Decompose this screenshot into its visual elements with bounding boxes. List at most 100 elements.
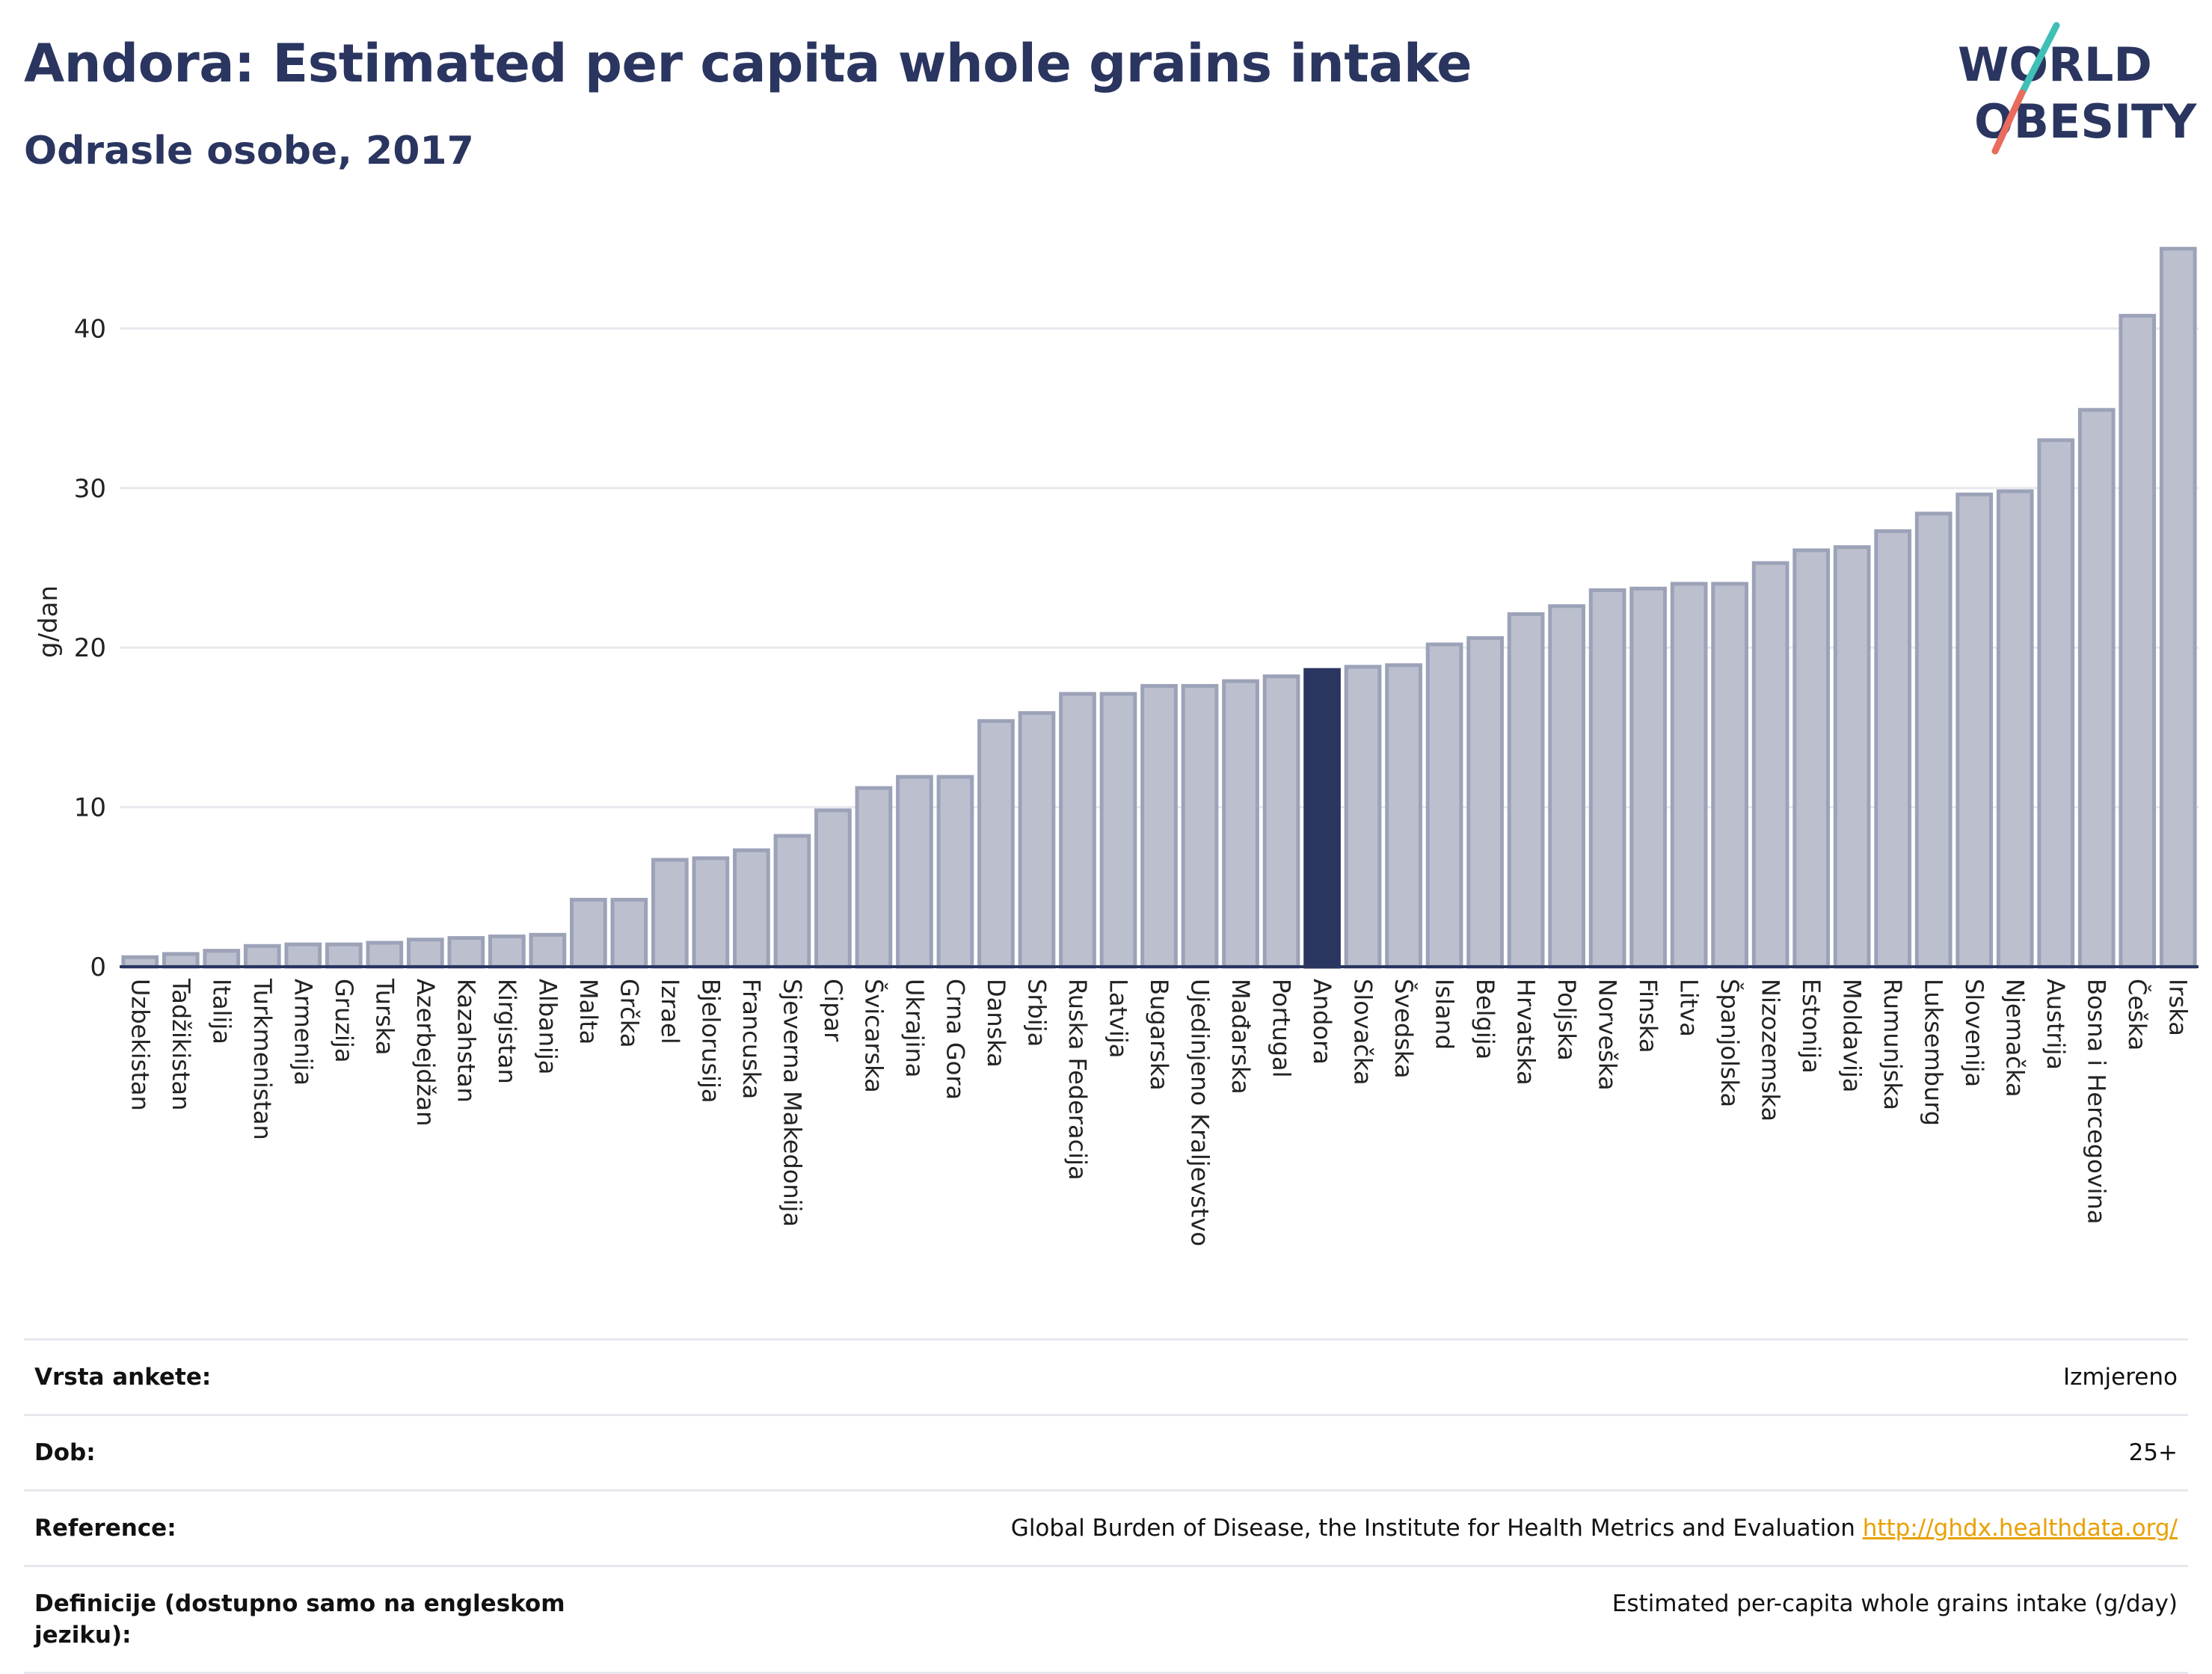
bar-poljska[interactable]	[1548, 604, 1585, 969]
bar-mađarska[interactable]	[1222, 679, 1259, 969]
logo-teal-stroke	[2018, 22, 2060, 96]
x-tick-label: Italija	[207, 979, 236, 1044]
bar-azerbejdžan[interactable]	[406, 938, 444, 969]
bar-španjolska[interactable]	[1711, 582, 1748, 969]
bar-gruzija[interactable]	[325, 942, 363, 969]
bar-malta[interactable]	[570, 897, 607, 969]
y-tick-label: 0	[90, 953, 106, 982]
x-tick-label: Bosna i Hercegovina	[2083, 979, 2111, 1224]
bar-slovenija[interactable]	[1956, 492, 1994, 969]
x-tick-label: Uzbekistan	[126, 979, 154, 1111]
x-tick-label: Hrvatska	[1512, 979, 1540, 1086]
page-title: Andora: Estimated per capita whole grain…	[24, 33, 1472, 94]
bar-nizozemska[interactable]	[1751, 561, 1789, 969]
bar-francuska[interactable]	[733, 848, 770, 969]
x-tick-label: Armenija	[289, 979, 317, 1086]
bar-latvija[interactable]	[1099, 692, 1137, 969]
bar-rumunjska[interactable]	[1874, 529, 1912, 969]
x-tick-label: Grčka	[615, 979, 643, 1047]
x-tick-label: Kirgistan	[493, 979, 521, 1084]
x-tick-label: Nizozemska	[1757, 979, 1785, 1121]
reference-text: Global Burden of Disease, the Institute …	[1010, 1515, 1855, 1542]
bar-slovačka[interactable]	[1344, 665, 1382, 969]
bar-hrvatska[interactable]	[1507, 612, 1545, 969]
bar-turkmenistan[interactable]	[243, 944, 281, 969]
survey-value: Izmjereno	[2062, 1364, 2178, 1391]
bar-njemačka[interactable]	[1996, 489, 2034, 969]
x-tick-label: Ruska Federacija	[1063, 979, 1092, 1181]
bar-finska[interactable]	[1629, 586, 1667, 969]
bar-italija[interactable]	[203, 949, 241, 969]
x-tick-label: Srbija	[1022, 979, 1051, 1047]
bar-sjeverna-makedonija[interactable]	[773, 834, 811, 969]
logo-line1: WORLD	[1958, 37, 2152, 92]
bar-bjelorusija[interactable]	[692, 856, 730, 969]
x-tick-label: Norveška	[1594, 979, 1622, 1091]
x-tick-label: Moldavija	[1838, 979, 1867, 1092]
bar-švicarska[interactable]	[855, 786, 893, 969]
bar-andora[interactable]	[1303, 668, 1341, 969]
bar-estonija[interactable]	[1792, 548, 1831, 969]
x-tick-label: Ujedinjeno Kraljevstvo	[1186, 979, 1214, 1246]
x-tick-label: Turska	[370, 978, 399, 1055]
x-tick-label: Švicarska	[859, 979, 888, 1093]
bar-turska[interactable]	[366, 941, 404, 969]
y-tick-label: 10	[74, 793, 106, 823]
x-tick-label: Crna Gora	[941, 979, 969, 1100]
bar-austrija[interactable]	[2037, 438, 2075, 969]
x-tick-label: Malta	[574, 979, 603, 1044]
info-row-definition: Definicije (dostupno samo na engleskom j…	[24, 1565, 2188, 1674]
bar-litva[interactable]	[1670, 582, 1708, 969]
x-tick-label: Poljska	[1552, 979, 1581, 1061]
x-tick-label: Bjelorusija	[696, 979, 725, 1104]
bar-ujedinjeno-kraljevstvo[interactable]	[1181, 683, 1219, 969]
y-tick-label: 20	[74, 633, 106, 663]
x-tick-label: Gruzija	[330, 979, 358, 1062]
bar-irska[interactable]	[2159, 247, 2197, 969]
x-tick-label: Azerbejdžan	[411, 979, 440, 1126]
bar-grčka[interactable]	[610, 897, 648, 969]
info-row-reference: Reference: Global Burden of Disease, the…	[24, 1489, 2188, 1565]
reference-link[interactable]: http://ghdx.healthdata.org/	[1862, 1515, 2178, 1542]
bar-švedska[interactable]	[1385, 663, 1422, 969]
x-tick-label: Mađarska	[1226, 979, 1255, 1095]
bar-norveška[interactable]	[1588, 588, 1626, 969]
info-table: Vrsta ankete: Izmjereno Dob: 25+ Referen…	[24, 1338, 2188, 1674]
x-tick-label: Danska	[982, 979, 1010, 1068]
x-tick-label: Rumunjska	[1878, 979, 1907, 1110]
bar-luksemburg[interactable]	[1914, 511, 1953, 969]
bar-cipar[interactable]	[814, 808, 852, 969]
x-tick-label: Latvija	[1104, 979, 1132, 1058]
bar-kazahstan[interactable]	[447, 936, 485, 969]
x-tick-label: Island	[1431, 979, 1459, 1050]
x-tick-label: Francuska	[737, 979, 766, 1099]
world-obesity-logo: WORLD OBESITY	[1958, 22, 2197, 155]
bar-island[interactable]	[1425, 642, 1463, 969]
bar-portugal[interactable]	[1262, 674, 1300, 969]
bar-albanija[interactable]	[529, 932, 567, 969]
bar-ruska-federacija[interactable]	[1059, 692, 1096, 969]
bar-ukrajina[interactable]	[896, 775, 933, 969]
bar-češka[interactable]	[2119, 313, 2157, 969]
bar-danska[interactable]	[977, 718, 1015, 969]
x-tick-label: Litva	[1675, 979, 1703, 1037]
bar-kirgistan[interactable]	[488, 934, 526, 969]
x-tick-label: Austrija	[2042, 979, 2070, 1070]
bar-crna-gora[interactable]	[936, 775, 974, 969]
bar-srbija[interactable]	[1018, 711, 1056, 969]
x-tick-label: Turkmenistan	[248, 978, 277, 1140]
x-tick-label: Slovačka	[1349, 979, 1377, 1086]
bar-chart: 0 10 20 30 40 Uzbekistan Tadžikistan Italija Tur…	[34, 247, 2199, 1246]
bar-moldavija[interactable]	[1833, 545, 1871, 969]
x-tick-label: Andora	[1308, 979, 1336, 1065]
y-axis-label: g/dan	[34, 585, 64, 658]
bar-tadžikistan[interactable]	[162, 952, 200, 969]
bar-armenija[interactable]	[284, 942, 322, 969]
x-tick-label: Češka	[2123, 979, 2152, 1050]
bar-belgija[interactable]	[1466, 636, 1504, 969]
bar-izrael[interactable]	[651, 858, 689, 969]
x-tick-label: Tadžikistan	[167, 978, 195, 1110]
x-tick-label: Njemačka	[2001, 979, 2030, 1097]
bar-bugarska[interactable]	[1140, 683, 1178, 969]
bar-bosna-i-hercegovina[interactable]	[2077, 407, 2116, 969]
